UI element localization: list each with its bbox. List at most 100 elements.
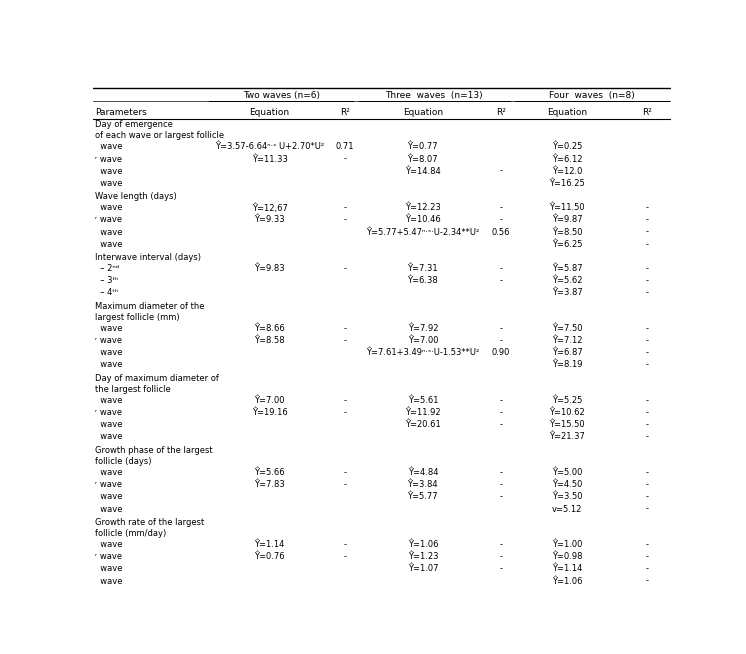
Text: -: -: [645, 432, 648, 441]
Text: Ŷ=12.23: Ŷ=12.23: [405, 203, 441, 213]
Text: Ŷ=3.84: Ŷ=3.84: [407, 480, 438, 489]
Text: ʳ wave: ʳ wave: [95, 553, 122, 561]
Text: -: -: [645, 349, 648, 357]
Text: 0.56: 0.56: [492, 228, 510, 237]
Text: Ŷ=0.25: Ŷ=0.25: [552, 143, 583, 152]
Text: Ŷ=5.77: Ŷ=5.77: [407, 492, 438, 502]
Text: -: -: [499, 564, 502, 574]
Text: wave: wave: [95, 167, 122, 176]
Text: wave: wave: [95, 203, 122, 213]
Text: Ŷ=3.50: Ŷ=3.50: [552, 492, 583, 502]
Text: Ŷ=8.58: Ŷ=8.58: [254, 336, 285, 345]
Text: wave: wave: [95, 492, 122, 502]
Text: Ŷ=1.00: Ŷ=1.00: [552, 540, 583, 549]
Text: wave: wave: [95, 396, 122, 405]
Text: Ŷ=9.83: Ŷ=9.83: [254, 264, 285, 273]
Text: wave: wave: [95, 349, 122, 357]
Text: -: -: [499, 468, 502, 477]
Text: Ŷ=4.84: Ŷ=4.84: [407, 468, 438, 477]
Text: Ŷ=7.00: Ŷ=7.00: [407, 336, 438, 345]
Text: Ŷ=8.07: Ŷ=8.07: [407, 154, 438, 164]
Text: -: -: [499, 167, 502, 176]
Text: ʳ wave: ʳ wave: [95, 336, 122, 345]
Text: Ŷ=6.12: Ŷ=6.12: [552, 154, 583, 164]
Text: -: -: [645, 421, 648, 430]
Text: Ŷ=10.62: Ŷ=10.62: [550, 408, 585, 417]
Text: Ŷ=7.12: Ŷ=7.12: [552, 336, 583, 345]
Text: wave: wave: [95, 504, 122, 513]
Text: Ŷ=14.84: Ŷ=14.84: [405, 167, 441, 176]
Text: -: -: [645, 228, 648, 237]
Text: of each wave or largest follicle: of each wave or largest follicle: [95, 131, 224, 141]
Text: – 2ⁿᵈ: – 2ⁿᵈ: [95, 264, 119, 273]
Text: Ŷ=16.25: Ŷ=16.25: [550, 179, 585, 188]
Text: -: -: [343, 468, 346, 477]
Text: -: -: [499, 203, 502, 213]
Text: R²: R²: [642, 108, 652, 116]
Text: Parameters: Parameters: [95, 108, 147, 116]
Text: wave: wave: [95, 143, 122, 152]
Text: Ŷ=3.87: Ŷ=3.87: [552, 288, 583, 298]
Text: -: -: [645, 396, 648, 405]
Text: -: -: [343, 540, 346, 549]
Text: Ŷ=7.31: Ŷ=7.31: [407, 264, 438, 273]
Text: Two waves (n=6): Two waves (n=6): [242, 90, 319, 99]
Text: -: -: [645, 480, 648, 489]
Text: Ŷ=6.38: Ŷ=6.38: [407, 277, 438, 285]
Text: wave: wave: [95, 564, 122, 574]
Text: wave: wave: [95, 421, 122, 430]
Text: -: -: [645, 553, 648, 561]
Text: Ŷ=1.23: Ŷ=1.23: [407, 553, 438, 561]
Text: Ŷ=9.87: Ŷ=9.87: [552, 215, 583, 224]
Text: Ŷ=7.92: Ŷ=7.92: [407, 324, 438, 334]
Text: wave: wave: [95, 432, 122, 441]
Text: -: -: [343, 408, 346, 417]
Text: -: -: [645, 324, 648, 334]
Text: follicle (mm/day): follicle (mm/day): [95, 529, 166, 538]
Text: -: -: [645, 203, 648, 213]
Text: Ŷ=5.00: Ŷ=5.00: [552, 468, 583, 477]
Text: -: -: [499, 480, 502, 489]
Text: wave: wave: [95, 468, 122, 477]
Text: wave: wave: [95, 239, 122, 249]
Text: -: -: [645, 288, 648, 298]
Text: -: -: [645, 564, 648, 574]
Text: -: -: [343, 553, 346, 561]
Text: ʳ wave: ʳ wave: [95, 215, 122, 224]
Text: Ŷ=19.16: Ŷ=19.16: [251, 408, 287, 417]
Text: wave: wave: [95, 324, 122, 334]
Text: Ŷ=11.33: Ŷ=11.33: [251, 154, 287, 164]
Text: Equation: Equation: [403, 108, 443, 116]
Text: Ŷ=8.19: Ŷ=8.19: [552, 360, 583, 370]
Text: 0.71: 0.71: [336, 143, 354, 152]
Text: R²: R²: [340, 108, 350, 116]
Text: Maximum diameter of the: Maximum diameter of the: [95, 302, 204, 311]
Text: Day of emergence: Day of emergence: [95, 120, 173, 129]
Text: Three  waves  (n=13): Three waves (n=13): [386, 90, 483, 99]
Text: largest follicle (mm): largest follicle (mm): [95, 313, 180, 322]
Text: ʳ wave: ʳ wave: [95, 480, 122, 489]
Text: -: -: [343, 264, 346, 273]
Text: Ŷ=11.50: Ŷ=11.50: [550, 203, 585, 213]
Text: Equation: Equation: [249, 108, 289, 116]
Text: -: -: [343, 324, 346, 334]
Text: ʳ wave: ʳ wave: [95, 154, 122, 164]
Text: wave: wave: [95, 228, 122, 237]
Text: -: -: [645, 239, 648, 249]
Text: Four  waves  (n=8): Four waves (n=8): [549, 90, 635, 99]
Text: -: -: [343, 336, 346, 345]
Text: -: -: [499, 277, 502, 285]
Text: -: -: [645, 408, 648, 417]
Text: Ŷ=6.25: Ŷ=6.25: [552, 239, 583, 249]
Text: Ŷ=8.50: Ŷ=8.50: [552, 228, 583, 237]
Text: -: -: [499, 408, 502, 417]
Text: Ŷ=5.25: Ŷ=5.25: [552, 396, 583, 405]
Text: -: -: [645, 492, 648, 502]
Text: -: -: [645, 264, 648, 273]
Text: 0.90: 0.90: [492, 349, 510, 357]
Text: Ŷ=5.62: Ŷ=5.62: [552, 277, 583, 285]
Text: Ŷ=5.87: Ŷ=5.87: [552, 264, 583, 273]
Text: Ŷ=3.57-6.64ⁿ·ˢ U+2.70*U²: Ŷ=3.57-6.64ⁿ·ˢ U+2.70*U²: [215, 143, 325, 152]
Text: -: -: [645, 215, 648, 224]
Text: Ŷ=7.61+3.49ⁿ·ˢ·U-1.53**U²: Ŷ=7.61+3.49ⁿ·ˢ·U-1.53**U²: [366, 349, 480, 357]
